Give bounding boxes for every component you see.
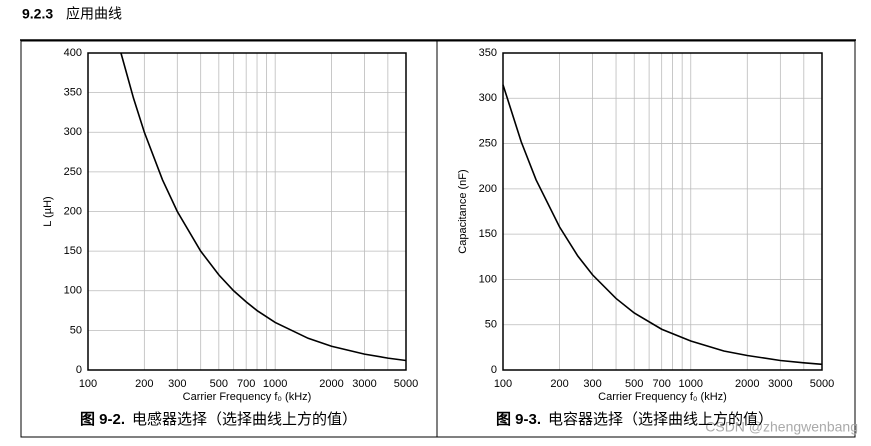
caption: 电感器选择（选择曲线上方的值） [132,411,357,428]
y-tick-label: 100 [64,285,82,297]
y-tick-label: 150 [479,228,497,240]
y-axis-label: Capacitance (nF) [457,169,469,253]
panel [436,40,856,438]
x-tick-label: 1000 [263,378,287,390]
x-tick-label: 2000 [319,378,343,390]
x-tick-label: 700 [652,378,670,390]
y-tick-label: 350 [64,87,82,99]
y-axis-label: L (µH) [42,196,54,226]
y-tick-label: 250 [479,137,497,149]
x-tick-label: 100 [79,378,97,390]
y-tick-label: 50 [70,324,82,336]
y-tick-label: 300 [64,126,82,138]
x-tick-label: 1000 [679,378,703,390]
x-tick-label: 300 [583,378,601,390]
x-tick-label: 200 [135,378,153,390]
x-axis-label: Carrier Frequency f₀ (kHz) [183,391,312,403]
y-tick-label: 0 [76,364,82,376]
caption-number: 图 9-2. [80,411,125,428]
x-tick-label: 700 [237,378,255,390]
x-tick-label: 3000 [768,378,792,390]
x-tick-label: 300 [168,378,186,390]
x-tick-label: 3000 [352,378,376,390]
y-tick-label: 250 [64,166,82,178]
y-tick-label: 400 [64,47,82,59]
y-tick-label: 300 [479,92,497,104]
y-tick-label: 100 [479,273,497,285]
x-axis-label: Carrier Frequency f₀ (kHz) [598,391,727,403]
curve [120,52,407,362]
y-tick-label: 350 [479,47,497,59]
plot-frame [502,52,823,371]
x-tick-label: 100 [494,378,512,390]
x-tick-label: 2000 [735,378,759,390]
x-tick-label: 500 [625,378,643,390]
caption: 电容器选择（选择曲线上方的值） [548,411,773,428]
section-title: 应用曲线 [66,6,122,22]
caption-number: 图 9-3. [496,411,541,428]
plot-frame [87,52,407,371]
y-tick-label: 50 [485,319,497,331]
x-tick-label: 5000 [394,378,418,390]
y-tick-label: 0 [491,364,497,376]
y-tick-label: 200 [479,183,497,195]
y-tick-label: 150 [64,245,82,257]
x-tick-label: 500 [210,378,228,390]
watermark: CSDN @zhengwenbang [705,419,858,435]
x-tick-label: 5000 [810,378,834,390]
section-number: 9.2.3 [22,6,53,22]
curve [502,84,823,366]
x-tick-label: 200 [550,378,568,390]
y-tick-label: 200 [64,205,82,217]
